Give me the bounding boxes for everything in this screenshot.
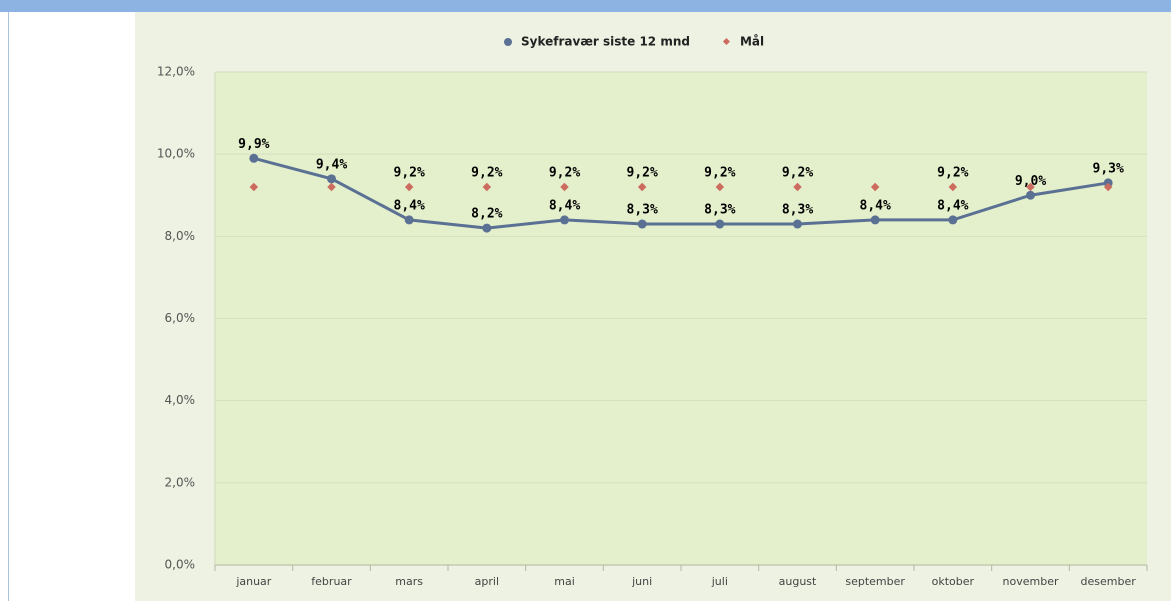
chart: 0,0% 2,0% 4,0% 6,0% 8,0% 10,0% 12,0% januar febr… [157, 35, 1148, 588]
point [793, 219, 802, 229]
point [1026, 190, 1035, 200]
y-tick-label: 8,0% [165, 229, 196, 243]
line [253, 156, 1109, 230]
legend-label: Mål [740, 35, 764, 49]
data-label: 9,4% [316, 157, 347, 172]
legend-marker [722, 37, 731, 46]
diamond [327, 182, 336, 192]
x-tick-label: september [845, 575, 905, 588]
x-tick-label: august [779, 575, 817, 588]
point [715, 219, 725, 229]
point [870, 215, 880, 225]
y-tick-label: 4,0% [165, 393, 196, 407]
x-tick-label: april [475, 575, 499, 588]
point [482, 223, 492, 233]
diamond [249, 182, 259, 192]
diamond [404, 182, 414, 192]
data-label: 9,3% [1093, 161, 1124, 176]
point [637, 219, 647, 229]
data-label: 8,4% [549, 198, 580, 213]
x-tick-label: januar [235, 575, 271, 588]
data-label: 8,4% [394, 198, 425, 213]
x-tick-label: desember [1081, 575, 1137, 588]
data-label: 8,3% [782, 203, 813, 218]
data-label: 8,2% [471, 207, 502, 222]
data-label: 8,3% [704, 203, 735, 218]
y-tick-label: 10,0% [157, 147, 195, 161]
point [327, 174, 336, 184]
top-bar [0, 0, 1171, 12]
data-label: 9,0% [1015, 174, 1046, 189]
legend-label: Sykefravær siste 12 mnd [521, 35, 690, 49]
x-tick-label: november [1003, 575, 1059, 588]
point [560, 215, 569, 225]
point [948, 215, 958, 225]
x-tick-label: juni [631, 575, 652, 588]
x-tick-label: mars [395, 575, 423, 588]
x-tick-label: juli [711, 575, 728, 588]
y-tick-label: 6,0% [165, 311, 196, 325]
x-tick-label: mai [554, 575, 575, 588]
data-label: 9,2% [782, 166, 813, 181]
x-tick-label: oktober [932, 575, 975, 588]
y-tick-label: 2,0% [165, 475, 196, 489]
data-label: 9,2% [704, 166, 735, 181]
point [249, 153, 259, 163]
data-label: 9,2% [394, 166, 425, 181]
data-label: 8,4% [937, 198, 968, 213]
data-label: 9,2% [471, 166, 502, 181]
data-label: 9,2% [549, 166, 580, 181]
point [404, 215, 414, 225]
data-label: 8,4% [860, 198, 891, 213]
diamond [482, 182, 492, 192]
x-tick-label: februar [311, 575, 352, 588]
data-label: 9,2% [627, 166, 658, 181]
data-label: 9,9% [238, 137, 269, 152]
y-tick-label: 0,0% [165, 558, 196, 572]
data-label: 8,3% [627, 203, 658, 218]
legend-marker [504, 38, 512, 46]
y-tick-label: 12,0% [157, 65, 195, 79]
data-label: 9,2% [937, 166, 968, 181]
